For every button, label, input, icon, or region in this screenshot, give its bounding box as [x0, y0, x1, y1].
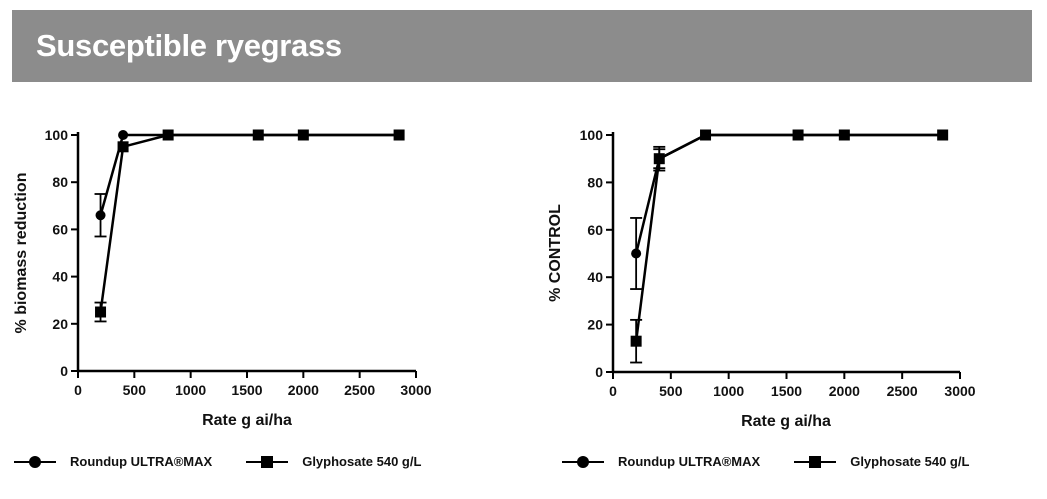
legend-label: Glyphosate 540 g/L [302, 454, 422, 469]
square-marker-icon [794, 455, 837, 469]
x-tick-label: 500 [123, 382, 147, 398]
x-tick-label: 1500 [231, 382, 262, 398]
data-point-glyphosate [838, 129, 850, 141]
x-tick-label: 2000 [288, 382, 319, 398]
data-point-glyphosate [700, 129, 712, 141]
x-axis-label: Rate g ai/ha [202, 412, 292, 429]
x-tick-label: 1000 [713, 383, 744, 399]
y-tick-label: 20 [52, 316, 68, 332]
legend-item-roundup: Roundup ULTRA®MAX [14, 454, 212, 469]
y-tick-label: 100 [45, 127, 69, 143]
y-tick-label: 20 [587, 317, 603, 333]
y-axis-label: % biomass reduction [13, 173, 30, 334]
legend-label: Roundup ULTRA®MAX [70, 454, 213, 469]
y-tick-label: 80 [587, 174, 603, 190]
series-line-roundup [634, 133, 943, 254]
page-title: Susceptible ryegrass [36, 28, 342, 63]
x-tick-label: 0 [74, 382, 82, 398]
x-tick-label: 3000 [944, 383, 975, 399]
data-point-glyphosate [117, 141, 129, 153]
data-point-glyphosate [937, 129, 949, 141]
x-tick-label: 2500 [887, 383, 918, 399]
x-tick-label: 2500 [344, 382, 375, 398]
data-point-glyphosate [162, 129, 174, 141]
x-tick-label: 3000 [400, 382, 431, 398]
y-tick-label: 40 [587, 269, 603, 285]
y-tick-label: 60 [52, 221, 68, 237]
y-tick-label: 100 [580, 127, 604, 143]
circle-marker-icon [562, 455, 604, 469]
x-tick-label: 1000 [175, 382, 206, 398]
data-point-glyphosate [297, 129, 309, 141]
legend-item-glyphosate: Glyphosate 540 g/L [246, 454, 421, 469]
data-point-roundup [95, 210, 106, 221]
x-tick-label: 0 [609, 383, 617, 399]
y-axis-label: % CONTROL [547, 204, 564, 302]
legend-item-glyphosate: Glyphosate 540 g/L [794, 454, 969, 469]
series-line-glyphosate [99, 133, 400, 313]
x-tick-label: 1500 [771, 383, 802, 399]
y-tick-label: 80 [52, 174, 68, 190]
x-tick-label: 2000 [829, 383, 860, 399]
y-tick-label: 0 [595, 364, 603, 380]
legend-left: Roundup ULTRA®MAX Glyphosate 540 g/L [14, 454, 455, 469]
series-line-glyphosate [634, 133, 943, 342]
y-tick-label: 60 [587, 222, 603, 238]
legend-right: Roundup ULTRA®MAX Glyphosate 540 g/L [562, 454, 1003, 469]
legend-label: Glyphosate 540 g/L [850, 454, 970, 469]
legend-label: Roundup ULTRA®MAX [618, 454, 761, 469]
header-bar: Susceptible ryegrass [12, 10, 1032, 82]
data-point-glyphosate [792, 129, 804, 141]
data-point-glyphosate [252, 129, 264, 141]
data-point-roundup [631, 248, 642, 259]
x-tick-label: 500 [659, 383, 683, 399]
legend-item-roundup: Roundup ULTRA®MAX [562, 454, 760, 469]
data-point-glyphosate [95, 306, 107, 318]
x-axis-label: Rate g ai/ha [741, 413, 831, 430]
data-point-glyphosate [630, 335, 642, 347]
y-tick-label: 0 [60, 363, 68, 379]
data-point-glyphosate [393, 129, 405, 141]
circle-marker-icon [14, 455, 56, 469]
data-point-roundup [118, 130, 129, 140]
data-point-glyphosate [653, 153, 665, 165]
square-marker-icon [246, 455, 289, 469]
y-tick-label: 40 [52, 269, 68, 285]
